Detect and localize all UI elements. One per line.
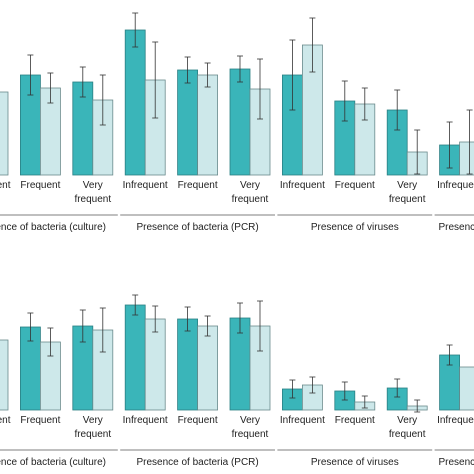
error-bar — [237, 55, 243, 83]
error-bar — [99, 307, 106, 353]
error-bar — [309, 376, 316, 394]
category-label: Frequent — [177, 180, 218, 191]
error-bar — [99, 74, 106, 126]
error-bar — [341, 80, 348, 122]
error-bar — [361, 395, 368, 409]
category-label: Very frequent — [74, 415, 112, 440]
bar — [0, 339, 9, 411]
group-label: Presence — [438, 457, 474, 468]
bar — [459, 366, 474, 411]
error-bar — [466, 109, 473, 175]
group-label: Presence — [438, 222, 474, 233]
category-label: Infrequent — [0, 180, 11, 191]
error-bar — [132, 294, 139, 316]
error-bar — [132, 12, 139, 48]
error-bar — [257, 58, 263, 120]
error-bar — [184, 306, 191, 332]
error-bar — [152, 41, 159, 119]
category-label: Infrequent — [122, 180, 168, 191]
group-label: Presence of bacteria (culture) — [0, 457, 106, 468]
error-bar — [27, 54, 34, 96]
bar — [459, 141, 474, 176]
category-label: Very frequent — [388, 180, 426, 205]
error-bar — [184, 56, 191, 84]
error-bar — [394, 378, 401, 398]
category-label: Very frequent — [231, 415, 269, 440]
group-label: Presence of bacteria (culture) — [0, 222, 106, 233]
category-label: Infrequent — [437, 415, 474, 426]
category-label: Very frequent — [231, 180, 269, 205]
category-label: Frequent — [20, 180, 61, 191]
bar — [124, 29, 146, 176]
error-bar — [79, 309, 86, 343]
group-label: Presence of viruses — [310, 222, 399, 233]
bar — [177, 318, 199, 411]
error-bar — [341, 381, 348, 401]
error-bar — [446, 344, 453, 366]
category-label: Frequent — [177, 415, 218, 426]
category-label: Frequent — [334, 415, 375, 426]
error-bar — [446, 121, 453, 169]
bar — [197, 74, 219, 176]
error-bar — [394, 89, 401, 131]
bar — [197, 325, 219, 411]
bar — [229, 68, 251, 176]
bar — [177, 69, 199, 176]
bar — [144, 318, 166, 411]
category-label: Infrequent — [437, 180, 474, 191]
error-bar — [289, 379, 296, 399]
error-bar — [79, 66, 86, 98]
error-bar — [204, 315, 211, 337]
category-label: Very frequent — [74, 180, 112, 205]
bar — [124, 304, 146, 411]
group-label: Presence of bacteria (PCR) — [136, 222, 259, 233]
category-label: Frequent — [20, 415, 61, 426]
error-bar — [237, 302, 243, 334]
category-label: Infrequent — [279, 415, 325, 426]
error-bar — [257, 300, 263, 352]
error-bar — [414, 129, 421, 175]
group-label: Presence of bacteria (PCR) — [136, 457, 259, 468]
error-bar — [47, 327, 54, 357]
category-label: Infrequent — [122, 415, 168, 426]
error-bar — [152, 305, 159, 333]
error-bar — [289, 39, 296, 111]
error-bar — [47, 72, 54, 104]
category-label: Infrequent — [279, 180, 325, 191]
category-label: Very frequent — [388, 415, 426, 440]
error-bar — [27, 312, 34, 342]
error-bar — [204, 62, 211, 88]
error-bar — [414, 399, 421, 413]
error-bar — [361, 87, 368, 121]
category-label: Frequent — [334, 180, 375, 191]
group-label: Presence of viruses — [310, 457, 399, 468]
error-bar — [309, 17, 316, 73]
category-label: Infrequent — [0, 415, 11, 426]
bar — [0, 91, 9, 176]
